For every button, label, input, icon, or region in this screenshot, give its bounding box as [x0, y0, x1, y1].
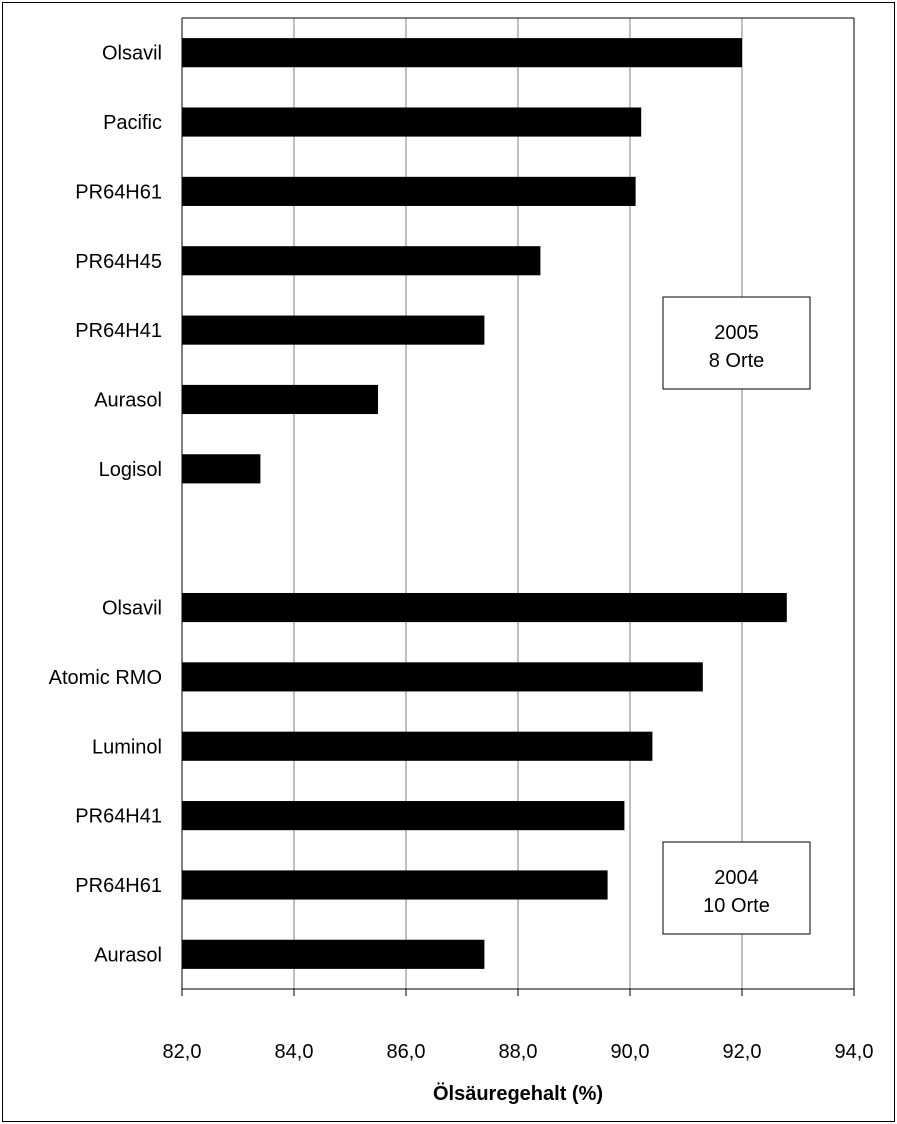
annotation-border [662, 841, 811, 935]
category-label: Olsavil [102, 43, 162, 65]
bar-pr64h41 [182, 315, 485, 345]
annotation-border [662, 296, 811, 390]
category-label: Aurasol [94, 944, 162, 966]
x-tick-label: 88,0 [499, 1041, 538, 1063]
category-label: Olsavil [102, 598, 162, 620]
bar-logisol [182, 454, 261, 484]
x-tick-labels: 82,0 84,0 86,0 88,0 90,0 92,0 94,0 [163, 1041, 874, 1063]
category-label: Logisol [99, 459, 162, 481]
bar-aurasol [182, 384, 378, 415]
bar-olsavil [182, 38, 742, 68]
category-label: PR64H61 [75, 181, 162, 203]
bar-pr64h41 [182, 801, 625, 831]
category-label: PR64H45 [75, 251, 162, 273]
x-tick-label: 84,0 [275, 1041, 314, 1063]
annotation-text: 10 Orte [703, 895, 770, 917]
category-label: PR64H61 [75, 875, 162, 897]
bar-atomic-rmo [182, 662, 703, 692]
x-tick-label: 94,0 [835, 1041, 874, 1063]
annotation-box: 2005 8 Orte [662, 296, 811, 390]
bar-aurasol [182, 939, 485, 969]
category-label: Atomic RMO [49, 667, 162, 689]
bar-luminol [182, 731, 653, 761]
annotations: 2005 8 Orte 2004 10 Orte [662, 296, 811, 935]
bar-pr64h61 [182, 176, 636, 206]
x-tick-label: 92,0 [723, 1041, 762, 1063]
category-label: PR64H41 [75, 320, 162, 342]
annotation-text: 2005 [714, 322, 759, 344]
x-tick-label: 86,0 [387, 1041, 426, 1063]
annotation-box: 2004 10 Orte [662, 841, 811, 935]
category-label: Aurasol [94, 389, 162, 411]
x-axis-label: Ölsäuregehalt (%) [433, 1082, 603, 1105]
annotation-text: 8 Orte [709, 350, 765, 372]
axes [181, 17, 855, 996]
bar-pacific [182, 107, 642, 137]
category-label: Pacific [103, 112, 162, 134]
category-label: Luminol [92, 736, 162, 758]
category-label: PR64H41 [75, 806, 162, 828]
bars [182, 38, 787, 969]
category-labels: Olsavil Pacific PR64H61 PR64H45 PR64H41 Auras… [49, 43, 162, 967]
bar-pr64h61 [182, 870, 608, 900]
x-tick-label: 90,0 [611, 1041, 650, 1063]
x-tick-label: 82,0 [163, 1041, 202, 1063]
bar-olsavil [182, 592, 787, 623]
bar-pr64h45 [182, 246, 541, 276]
annotation-text: 2004 [714, 867, 759, 889]
